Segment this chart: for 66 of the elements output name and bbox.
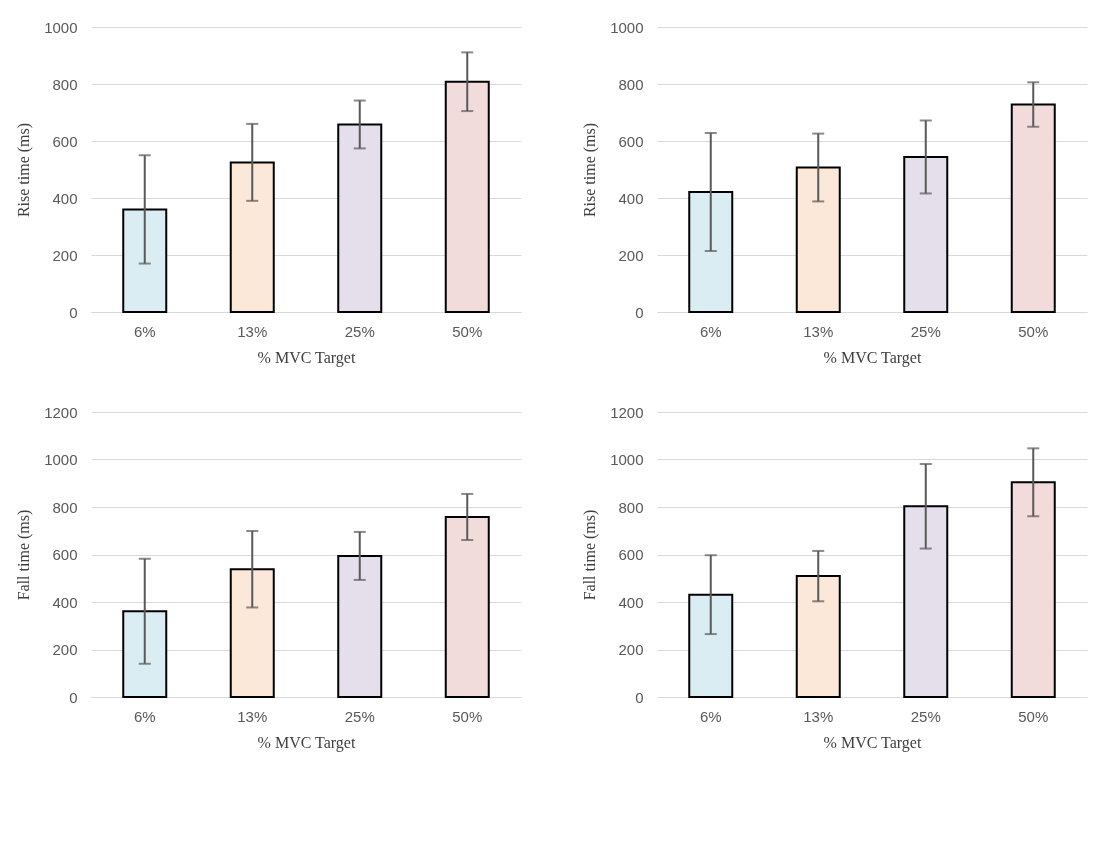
y-tick-label: 400 — [52, 593, 78, 611]
y-axis-title: Fall time (ms) — [581, 509, 600, 601]
y-tick-label: 600 — [618, 546, 644, 563]
bar — [1010, 481, 1056, 698]
x-tick-label: 13% — [237, 322, 268, 340]
x-axis-title: % MVC Target — [823, 348, 922, 367]
bar — [337, 123, 383, 313]
x-tick-label: 25% — [910, 322, 941, 340]
y-tick-label: 1200 — [610, 403, 644, 421]
y-tick-label: 1000 — [610, 18, 644, 36]
x-axis-title: % MVC Target — [257, 348, 356, 367]
y-tick-label: 600 — [52, 546, 78, 563]
y-tick-label: 200 — [618, 246, 644, 264]
y-tick-label: 400 — [618, 189, 644, 207]
bar — [903, 155, 949, 313]
x-tick-label: 13% — [237, 707, 268, 725]
y-tick-label: 800 — [618, 75, 644, 93]
y-tick-label: 600 — [618, 132, 644, 150]
bar — [229, 161, 275, 313]
y-tick-label: 600 — [52, 132, 78, 150]
bar — [337, 554, 383, 698]
x-tick-label: 6% — [133, 707, 156, 725]
y-tick-label: 200 — [52, 246, 78, 264]
x-tick-label: 6% — [133, 322, 156, 340]
y-tick-label: 200 — [52, 641, 78, 658]
y-tick-label: 0 — [635, 303, 644, 321]
y-tick-label: 0 — [69, 303, 78, 321]
x-axis-title: % MVC Target — [257, 733, 356, 752]
x-tick-label: 25% — [344, 322, 375, 340]
bar — [688, 191, 734, 313]
bar — [1010, 103, 1056, 313]
x-tick-label: 25% — [344, 707, 375, 725]
y-tick-label: 0 — [635, 688, 644, 706]
x-tick-label: 13% — [803, 707, 834, 725]
bar — [229, 568, 275, 698]
y-tick-label: 400 — [52, 189, 78, 207]
bar — [122, 208, 168, 313]
bar — [688, 593, 734, 698]
bar — [795, 166, 841, 313]
y-tick-label: 0 — [69, 688, 78, 706]
y-tick-label: 1000 — [610, 451, 644, 468]
bar — [444, 80, 490, 313]
y-tick-label: 400 — [618, 593, 644, 611]
bar — [903, 505, 949, 698]
x-tick-label: 50% — [452, 322, 483, 340]
bar — [122, 610, 168, 698]
bar — [444, 515, 490, 698]
y-tick-label: 200 — [618, 641, 644, 658]
x-tick-label: 6% — [699, 322, 722, 340]
y-axis-title: Rise time (ms) — [15, 122, 34, 218]
y-tick-label: 800 — [618, 498, 644, 516]
y-tick-label: 1000 — [44, 451, 78, 468]
y-tick-label: 1200 — [44, 403, 78, 421]
x-tick-label: 50% — [452, 707, 483, 725]
y-tick-label: 1000 — [44, 18, 78, 36]
y-axis-title: Rise time (ms) — [581, 122, 600, 218]
x-tick-label: 25% — [910, 707, 941, 725]
bar — [795, 575, 841, 698]
x-tick-label: 6% — [699, 707, 722, 725]
x-axis-title: % MVC Target — [823, 733, 922, 752]
x-tick-label: 13% — [803, 322, 834, 340]
y-axis-title: Fall time (ms) — [15, 509, 34, 601]
y-tick-label: 800 — [52, 498, 78, 516]
x-tick-label: 50% — [1018, 322, 1049, 340]
x-tick-label: 50% — [1018, 707, 1049, 725]
y-tick-label: 800 — [52, 75, 78, 93]
